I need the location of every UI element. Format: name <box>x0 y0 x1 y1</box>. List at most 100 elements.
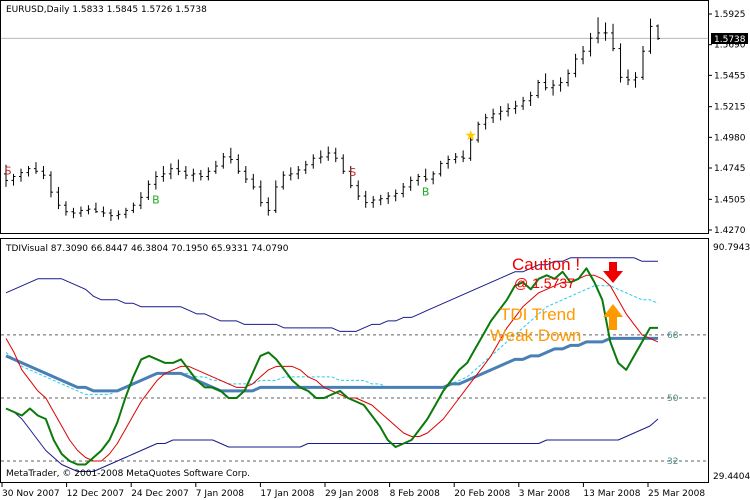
trend-text-line1: TDI Trend <box>500 305 576 324</box>
price-bar <box>153 171 158 190</box>
price-axis-label: 1.5690 <box>714 41 746 51</box>
x-axis-label: 8 Feb 2008 <box>390 489 441 499</box>
x-axis-label: 13 Mar 2008 <box>583 489 640 499</box>
price-bar <box>101 206 106 217</box>
price-bar <box>543 73 548 91</box>
price-bar <box>356 180 361 200</box>
price-bar <box>228 147 233 164</box>
price-bar <box>251 173 256 190</box>
price-bar <box>176 159 181 176</box>
price-axis-label: 1.5455 <box>714 71 746 81</box>
price-axis-label: 1.4745 <box>714 164 746 174</box>
price-bar <box>506 103 511 117</box>
price-axis-label: 1.4980 <box>714 133 746 143</box>
tdi-series-lower <box>5 408 659 472</box>
price-bar <box>431 171 436 185</box>
x-axis-label: 29 Jan 2008 <box>325 489 379 499</box>
price-bar <box>18 168 23 182</box>
price-bar <box>656 24 660 40</box>
price-bar <box>236 154 241 174</box>
price-bar <box>626 69 631 86</box>
price-bar <box>446 155 451 169</box>
trend-text-line2: Weak Down <box>490 326 581 345</box>
x-axis-label: 25 Mar 2008 <box>648 489 705 499</box>
price-bar <box>603 22 608 41</box>
price-bar <box>618 43 623 83</box>
price-bar <box>573 53 578 78</box>
tdi-level-label: 50 <box>667 394 679 404</box>
price-bar <box>633 72 638 88</box>
tdi-axis-top: 90.7943 <box>713 243 750 253</box>
price-axis-label: 1.5925 <box>714 10 746 20</box>
tdi-axis-bottom: 29.4404 <box>713 472 750 482</box>
price-bar <box>221 152 226 169</box>
price-bar <box>453 152 458 164</box>
tdi-series-mid <box>5 336 658 393</box>
price-bar <box>341 154 346 174</box>
price-bar <box>213 160 218 174</box>
price-bar <box>41 166 46 180</box>
x-axis-label: 30 Nov 2007 <box>2 489 60 499</box>
caution-text: Caution ! <box>512 255 580 274</box>
price-bar <box>71 207 76 219</box>
price-bar <box>536 79 541 99</box>
price-bar <box>581 45 586 65</box>
price-bar <box>78 206 83 217</box>
price-bar <box>326 146 331 161</box>
price-bar <box>93 202 98 214</box>
signal-markers: S B S B ★ <box>5 128 477 207</box>
price-bar <box>116 210 121 220</box>
price-bar <box>198 169 203 181</box>
price-panel-frame <box>0 0 709 234</box>
price-bar <box>363 190 368 208</box>
price-bar <box>596 17 601 44</box>
tdi-series-signal <box>5 274 659 462</box>
axes: 1.5925 1.5690 1.5455 1.5215 1.4980 1.4745 1.45… <box>1 10 746 499</box>
price-bar <box>483 113 488 130</box>
price-bar <box>281 171 286 190</box>
x-axis-label: 7 Jan 2008 <box>196 489 244 499</box>
price-bar <box>348 166 353 189</box>
price-bar <box>461 150 466 163</box>
price-bar <box>266 197 271 216</box>
signal-marker: S <box>349 166 356 179</box>
price-bar <box>378 194 383 206</box>
arrow-down-icon <box>603 262 623 283</box>
price-bar <box>138 192 143 210</box>
tdi-level-label: 32 <box>667 457 678 467</box>
price-bar <box>161 166 166 182</box>
price-bar <box>476 121 481 143</box>
price-bar <box>273 180 278 214</box>
price-bar <box>611 23 616 52</box>
price-bar <box>191 168 196 182</box>
price-bar <box>26 166 31 177</box>
x-axis-label: 3 Mar 2008 <box>519 489 571 499</box>
current-price-box <box>711 33 748 44</box>
price-bar <box>528 91 533 107</box>
price-bar <box>296 166 301 180</box>
tdi-series-upper <box>5 257 658 332</box>
price-bar <box>333 147 338 163</box>
price-bar <box>258 180 263 207</box>
tdi-series-rsi <box>5 267 658 466</box>
price-bar <box>566 69 571 87</box>
price-bar <box>498 106 503 121</box>
x-axis-label: 20 Feb 2008 <box>454 489 510 499</box>
x-axis-label: 12 Dec 2007 <box>67 489 125 499</box>
price-bar <box>648 18 653 54</box>
price-bars <box>4 17 660 221</box>
price-bar <box>303 160 308 174</box>
signal-marker: B <box>152 194 160 207</box>
copyright-text: MetaTrader, © 2001-2008 MetaQuotes Softw… <box>6 469 250 479</box>
price-bar <box>183 166 188 180</box>
price-bar <box>513 100 518 114</box>
price-bar <box>641 45 646 80</box>
price-bar <box>416 173 421 186</box>
price-bar <box>56 186 61 210</box>
tdi-series-lines <box>5 257 659 472</box>
price-bar <box>131 202 136 214</box>
price-bar <box>423 168 428 182</box>
price-bar <box>393 189 398 202</box>
x-axis-label: 17 Jan 2008 <box>260 489 314 499</box>
